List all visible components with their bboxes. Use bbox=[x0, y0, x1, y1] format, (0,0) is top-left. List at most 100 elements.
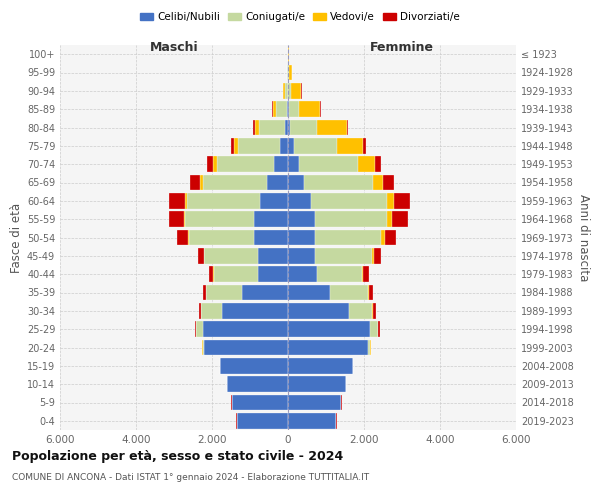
Bar bbox=[288, 394, 341, 410]
Bar bbox=[387, 193, 394, 208]
Bar bbox=[288, 230, 314, 246]
Bar bbox=[187, 193, 260, 208]
Bar bbox=[253, 120, 254, 136]
Bar bbox=[200, 174, 203, 190]
Bar bbox=[254, 212, 288, 227]
Bar bbox=[189, 230, 254, 246]
Bar bbox=[233, 138, 238, 154]
Bar bbox=[337, 138, 363, 154]
Bar bbox=[385, 230, 396, 246]
Bar bbox=[288, 138, 294, 154]
Bar bbox=[294, 138, 337, 154]
Bar bbox=[207, 156, 213, 172]
Bar bbox=[227, 376, 288, 392]
Bar bbox=[236, 413, 288, 428]
Bar bbox=[288, 156, 299, 172]
Bar bbox=[288, 266, 317, 282]
Bar bbox=[368, 284, 373, 300]
Bar bbox=[277, 102, 287, 117]
Bar bbox=[213, 156, 217, 172]
Bar bbox=[364, 266, 369, 282]
Bar bbox=[349, 303, 373, 318]
Bar bbox=[203, 322, 288, 337]
Bar bbox=[288, 46, 289, 62]
Bar bbox=[195, 322, 196, 337]
Bar bbox=[242, 284, 288, 300]
Bar bbox=[267, 174, 288, 190]
Bar bbox=[196, 322, 203, 337]
Bar bbox=[392, 212, 408, 227]
Bar bbox=[190, 174, 200, 190]
Text: Maschi: Maschi bbox=[149, 42, 199, 54]
Bar bbox=[260, 193, 288, 208]
Bar bbox=[220, 358, 288, 374]
Bar bbox=[288, 174, 304, 190]
Bar bbox=[290, 120, 317, 136]
Bar bbox=[363, 138, 366, 154]
Bar bbox=[299, 102, 320, 117]
Bar bbox=[347, 120, 348, 136]
Bar bbox=[371, 248, 374, 264]
Bar bbox=[288, 120, 290, 136]
Bar bbox=[373, 174, 383, 190]
Bar bbox=[317, 266, 362, 282]
Bar bbox=[209, 266, 214, 282]
Bar bbox=[288, 340, 368, 355]
Bar bbox=[188, 230, 189, 246]
Bar bbox=[280, 138, 288, 154]
Bar bbox=[185, 193, 187, 208]
Bar bbox=[358, 156, 375, 172]
Y-axis label: Fasce di età: Fasce di età bbox=[10, 202, 23, 272]
Bar bbox=[311, 193, 387, 208]
Text: COMUNE DI ANCONA - Dati ISTAT 1° gennaio 2024 - Elaborazione TUTTITALIA.IT: COMUNE DI ANCONA - Dati ISTAT 1° gennaio… bbox=[12, 472, 369, 482]
Bar bbox=[299, 156, 358, 172]
Bar bbox=[362, 266, 364, 282]
Bar bbox=[381, 230, 385, 246]
Bar bbox=[375, 156, 381, 172]
Bar bbox=[288, 284, 330, 300]
Bar bbox=[314, 248, 371, 264]
Bar bbox=[259, 120, 285, 136]
Bar bbox=[169, 212, 184, 227]
Bar bbox=[288, 248, 314, 264]
Bar bbox=[368, 340, 370, 355]
Bar bbox=[230, 138, 233, 154]
Bar bbox=[254, 120, 259, 136]
Bar bbox=[273, 102, 277, 117]
Bar bbox=[203, 284, 206, 300]
Bar bbox=[304, 174, 373, 190]
Bar bbox=[374, 248, 381, 264]
Bar bbox=[288, 193, 311, 208]
Bar bbox=[288, 322, 370, 337]
Bar bbox=[203, 248, 205, 264]
Bar bbox=[285, 120, 288, 136]
Bar bbox=[184, 212, 185, 227]
Bar bbox=[214, 266, 257, 282]
Bar bbox=[197, 248, 203, 264]
Bar bbox=[199, 303, 201, 318]
Text: Femmine: Femmine bbox=[370, 42, 434, 54]
Bar bbox=[288, 212, 314, 227]
Bar bbox=[203, 174, 267, 190]
Bar bbox=[232, 394, 288, 410]
Bar bbox=[185, 212, 254, 227]
Bar bbox=[330, 284, 368, 300]
Bar bbox=[257, 266, 288, 282]
Bar bbox=[205, 248, 257, 264]
Bar bbox=[283, 83, 285, 98]
Bar bbox=[206, 284, 242, 300]
Bar bbox=[289, 64, 292, 80]
Bar bbox=[387, 212, 392, 227]
Bar bbox=[289, 102, 299, 117]
Bar bbox=[288, 83, 291, 98]
Bar bbox=[287, 102, 288, 117]
Bar bbox=[257, 248, 288, 264]
Y-axis label: Anni di nascita: Anni di nascita bbox=[577, 194, 590, 281]
Bar bbox=[378, 322, 380, 337]
Bar bbox=[217, 156, 274, 172]
Bar bbox=[373, 303, 376, 318]
Bar bbox=[203, 340, 205, 355]
Bar bbox=[169, 193, 185, 208]
Bar bbox=[202, 303, 221, 318]
Text: Popolazione per età, sesso e stato civile - 2024: Popolazione per età, sesso e stato civil… bbox=[12, 450, 343, 463]
